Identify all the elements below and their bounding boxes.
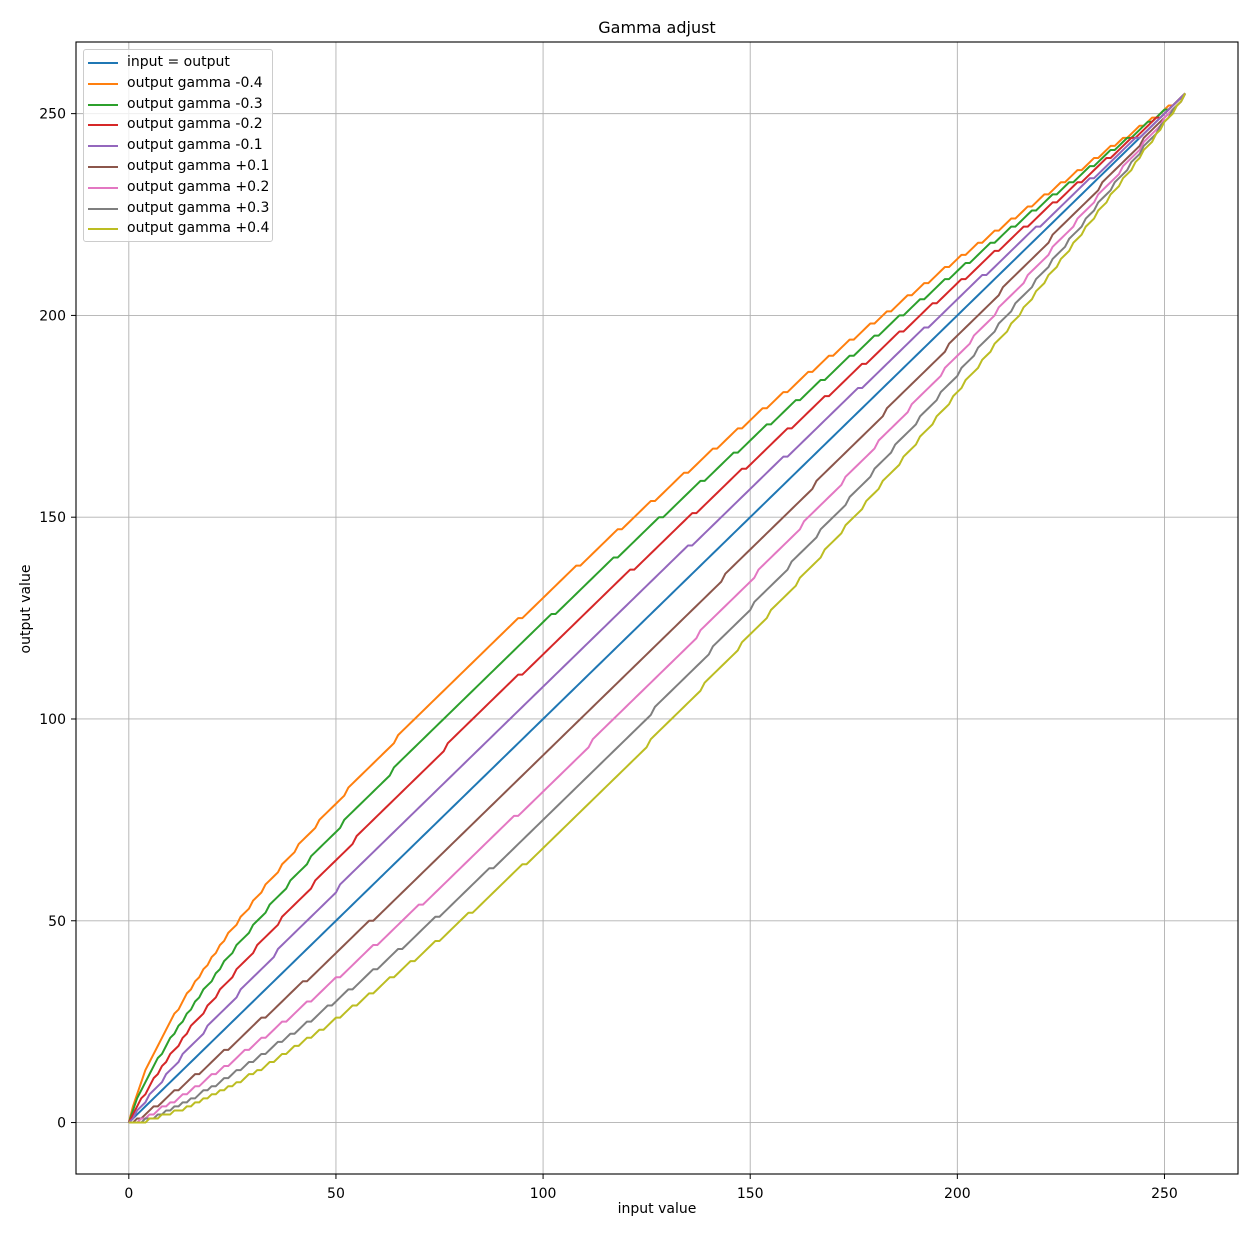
data-lines bbox=[127, 92, 1187, 1124]
x-tick-label: 200 bbox=[944, 1186, 971, 1202]
plot-frame bbox=[75, 41, 1239, 1175]
axes-frame bbox=[75, 41, 1239, 1175]
y-axis-label: output value bbox=[18, 564, 34, 654]
legend-item: output gamma +0.4 bbox=[84, 218, 272, 238]
legend-line-icon bbox=[88, 228, 118, 231]
legend-line-icon bbox=[88, 124, 118, 127]
y-tick-label: 50 bbox=[48, 914, 66, 930]
legend-label: output gamma +0.2 bbox=[127, 178, 270, 195]
legend-label: output gamma +0.4 bbox=[127, 220, 270, 237]
y-tick-label: 250 bbox=[39, 107, 66, 123]
series-line bbox=[127, 92, 1186, 1124]
series-line bbox=[128, 92, 1187, 1124]
legend-item: output gamma +0.1 bbox=[84, 156, 272, 176]
legend-label: output gamma -0.4 bbox=[127, 74, 263, 91]
legend-label: output gamma -0.3 bbox=[127, 95, 263, 112]
series-line bbox=[128, 92, 1187, 1124]
y-tick-label: 0 bbox=[57, 1116, 66, 1132]
series-line bbox=[128, 92, 1187, 1124]
legend-item: output gamma -0.2 bbox=[84, 114, 272, 134]
legend-label: output gamma -0.2 bbox=[127, 116, 263, 133]
series-line bbox=[128, 92, 1186, 1124]
legend-line-icon bbox=[88, 166, 118, 168]
x-axis-label: input value bbox=[617, 1201, 697, 1217]
chart-title: Gamma adjust bbox=[598, 18, 716, 37]
legend-item: output gamma -0.1 bbox=[84, 135, 272, 155]
x-tick-label: 250 bbox=[1151, 1186, 1178, 1202]
y-tick-label: 150 bbox=[39, 510, 66, 526]
series-line bbox=[128, 92, 1187, 1124]
series-line bbox=[128, 92, 1186, 1124]
x-tick-label: 100 bbox=[530, 1186, 557, 1202]
legend-line-icon bbox=[88, 103, 118, 106]
series-line bbox=[127, 92, 1186, 1123]
legend-line-icon bbox=[88, 62, 118, 64]
legend-label: output gamma +0.1 bbox=[127, 158, 270, 174]
legend-label: output gamma +0.3 bbox=[127, 199, 270, 216]
x-tick-label: 0 bbox=[124, 1186, 133, 1202]
y-tick-label: 200 bbox=[39, 308, 66, 324]
legend-line-icon bbox=[88, 186, 118, 189]
legend-item: output gamma -0.3 bbox=[84, 94, 272, 114]
legend-item: input = output bbox=[84, 52, 272, 72]
legend-label: output gamma -0.1 bbox=[127, 137, 263, 154]
x-tick-label: 50 bbox=[327, 1186, 345, 1202]
series-line bbox=[127, 92, 1186, 1123]
legend-line-icon bbox=[88, 145, 118, 148]
legend-item: output gamma +0.2 bbox=[84, 177, 272, 197]
y-tick-label: 100 bbox=[39, 712, 66, 728]
legend: input = output output gamma -0.4 output ga… bbox=[83, 49, 273, 242]
axis-ticks: 0 50 100 150 200 250 0 50 100 150 200 250 bbox=[39, 107, 1178, 1202]
legend-item: output gamma -0.4 bbox=[84, 73, 272, 93]
legend-label: input = output bbox=[127, 54, 230, 70]
x-tick-label: 150 bbox=[737, 1186, 764, 1202]
legend-line-icon bbox=[88, 207, 118, 210]
legend-line-icon bbox=[88, 82, 118, 85]
legend-item: output gamma +0.3 bbox=[84, 198, 272, 218]
